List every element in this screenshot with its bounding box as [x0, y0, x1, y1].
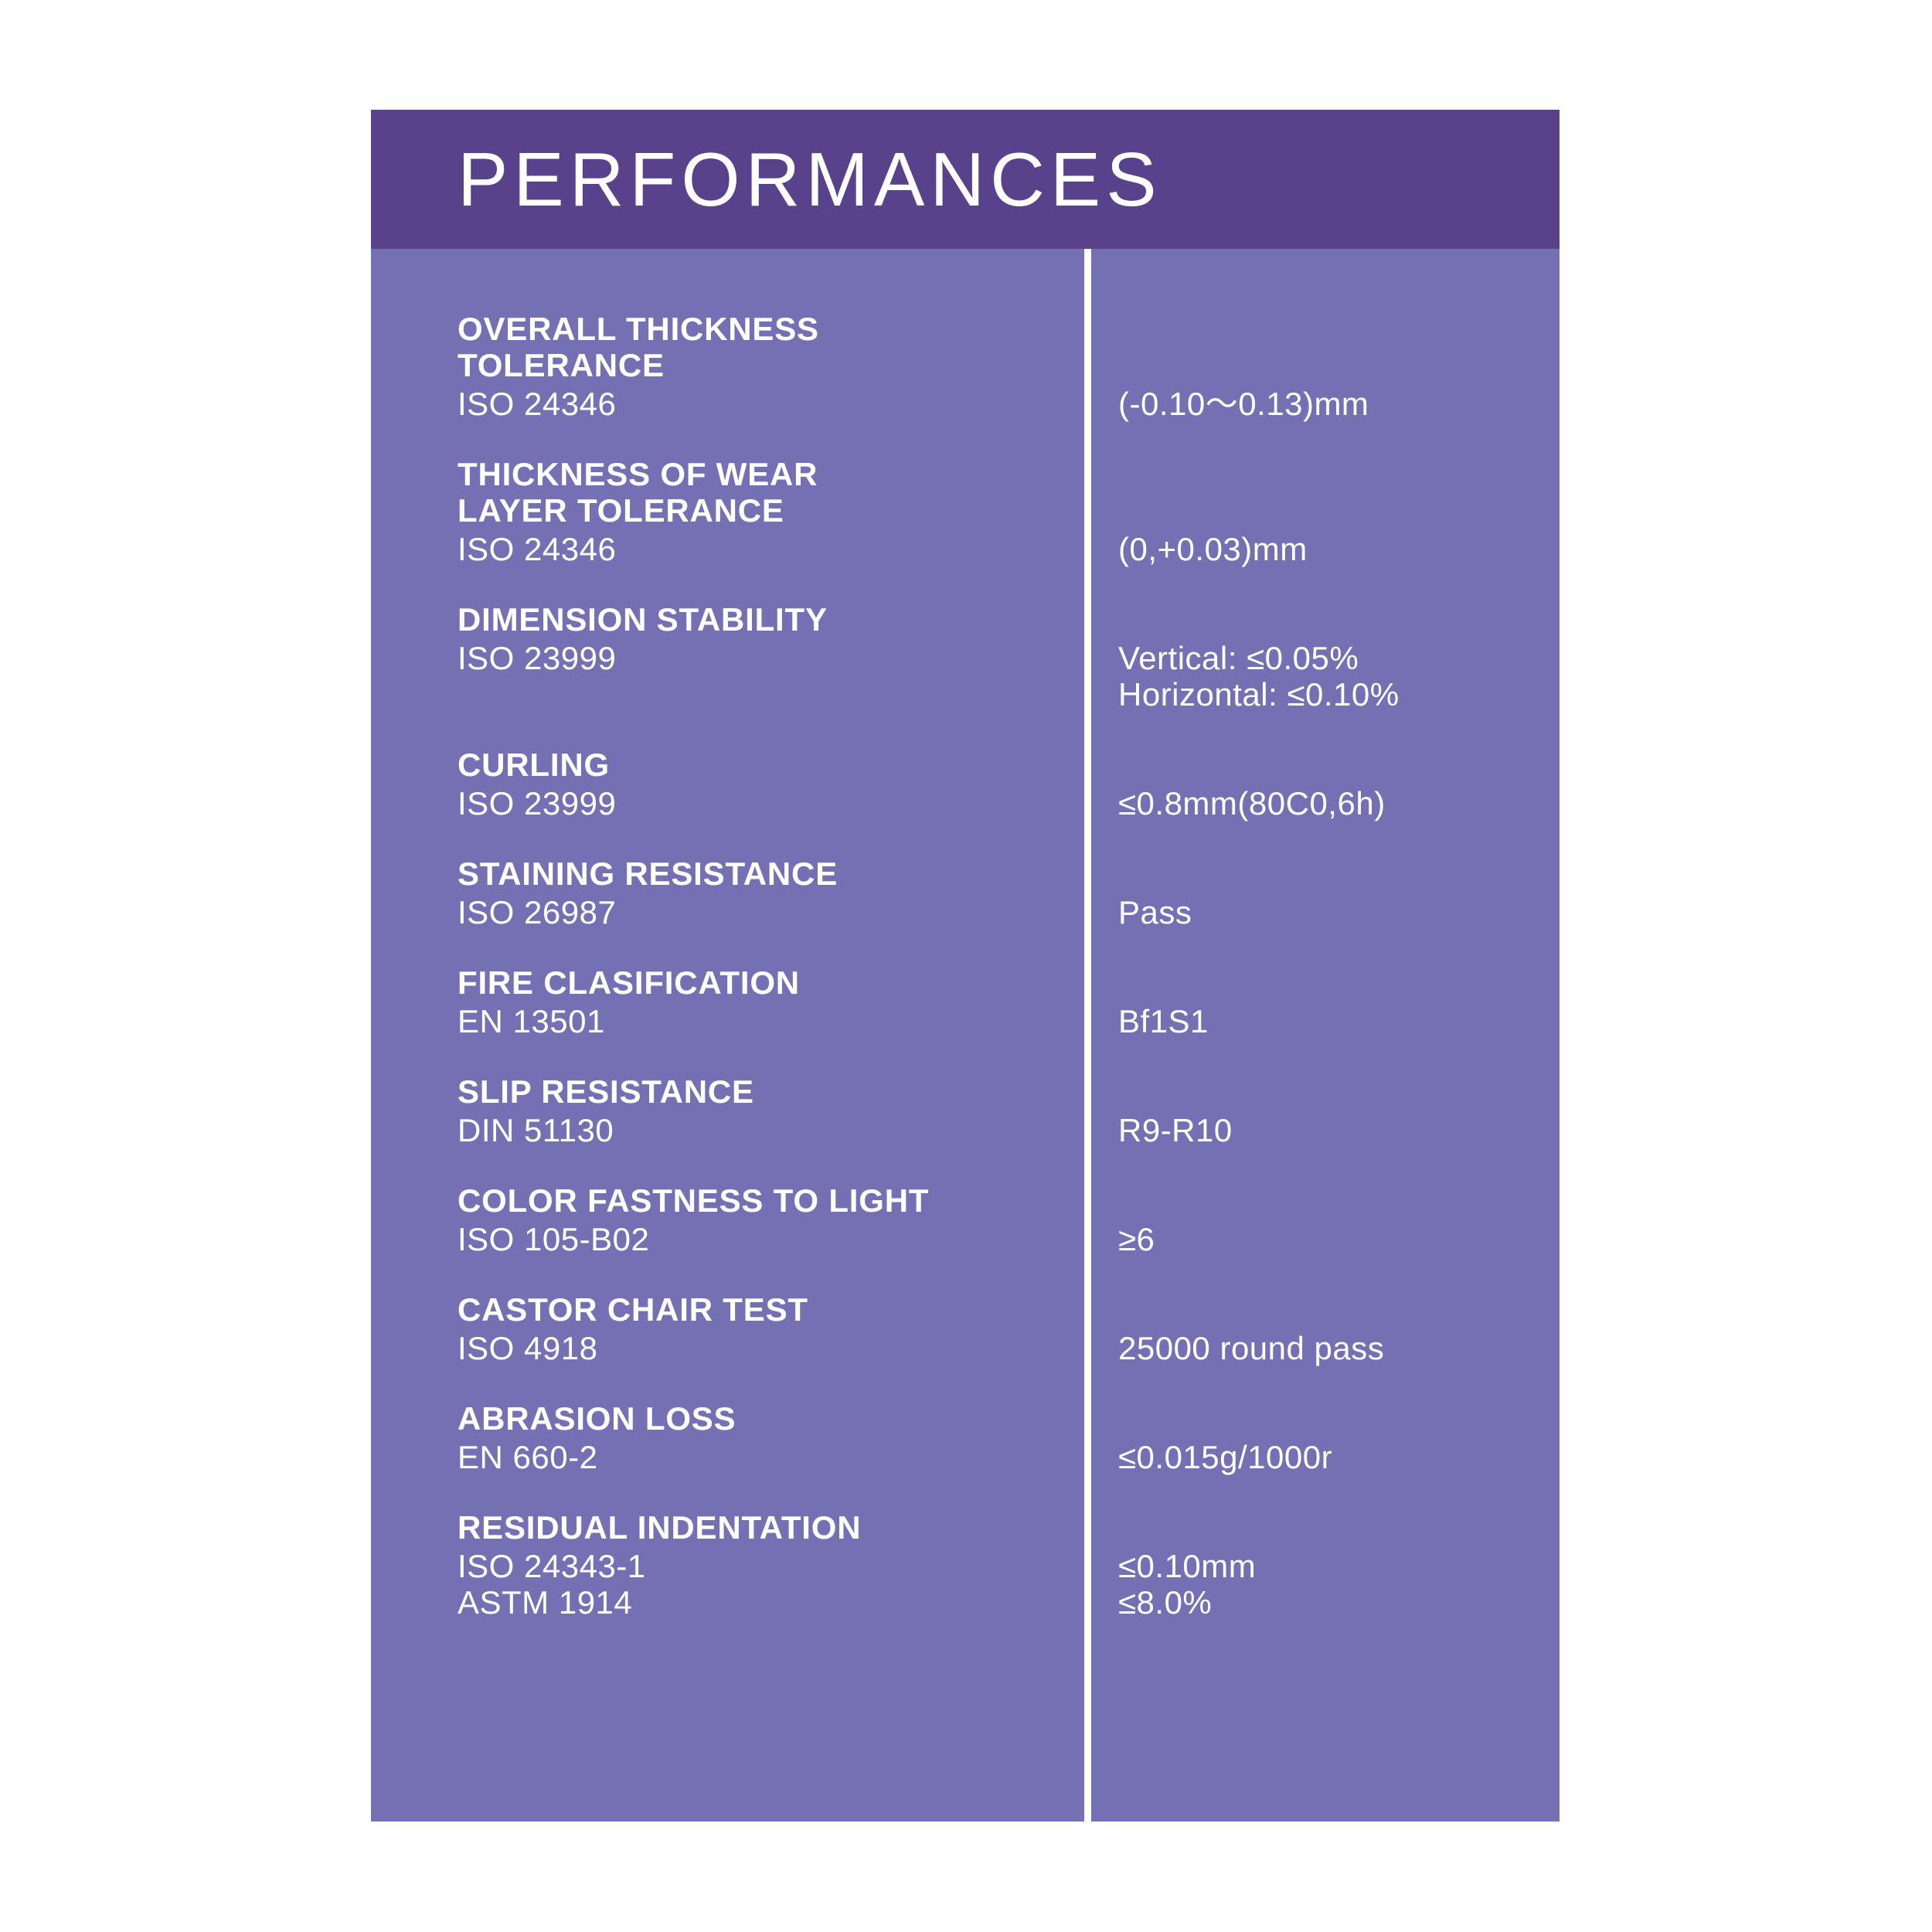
column-divider — [1084, 249, 1091, 1821]
spec-standard-line: ISO 4918 — [457, 1330, 598, 1366]
spec-title: DIMENSION STABILITY — [457, 601, 1536, 638]
spec-standard-line: ISO 23999 — [457, 640, 617, 676]
spec-standard: ISO 24346 — [457, 531, 1080, 567]
spec-title-line: TOLERANCE — [457, 347, 665, 383]
table-row-staining-resistance: STAINING RESISTANCE ISO 26987 Pass — [457, 855, 1536, 930]
spec-standard: EN 660-2 — [457, 1439, 1080, 1475]
spec-value-line: Vertical: ≤0.05% — [1118, 640, 1359, 676]
spec-pair: ISO 26987 Pass — [457, 894, 1536, 930]
spec-title-line: CURLING — [457, 747, 610, 783]
table-row-dimension-stability: DIMENSION STABILITY ISO 23999 Vertical: … — [457, 601, 1536, 713]
spec-standard: ISO 23999 — [457, 785, 1080, 821]
spec-pair: ISO 4918 25000 round pass — [457, 1330, 1536, 1366]
spec-pair: ISO 24346 (-0.10～0.13)mm — [457, 386, 1536, 422]
spec-value-line: (-0.10～0.13)mm — [1118, 386, 1369, 422]
spec-value-line: ≤8.0% — [1118, 1584, 1213, 1621]
spec-pair: EN 660-2 ≤0.015g/1000r — [457, 1439, 1536, 1475]
spec-title: RESIDUAL INDENTATION — [457, 1509, 1536, 1546]
spec-standard-line: ISO 24346 — [457, 386, 617, 422]
spec-value: ≤0.8mm(80C0,6h) — [1118, 785, 1386, 821]
spec-standard-line: ISO 24346 — [457, 531, 617, 567]
spec-standard: ISO 24343-1 ASTM 1914 — [457, 1548, 1080, 1621]
spec-title: FIRE CLASIFICATION — [457, 964, 1536, 1001]
spec-value: 25000 round pass — [1118, 1330, 1384, 1366]
spec-title: OVERALL THICKNESS TOLERANCE — [457, 311, 1536, 383]
spec-title-line: FIRE CLASIFICATION — [457, 964, 800, 1001]
table-row-curling: CURLING ISO 23999 ≤0.8mm(80C0,6h) — [457, 747, 1536, 821]
spec-pair: ISO 105-B02 ≥6 — [457, 1221, 1536, 1257]
spec-value: ≤0.015g/1000r — [1118, 1439, 1332, 1475]
spec-title-line: COLOR FASTNESS TO LIGHT — [457, 1182, 930, 1219]
spec-value: ≤0.10mm ≤8.0% — [1118, 1548, 1256, 1621]
spec-title-line: STAINING RESISTANCE — [457, 855, 838, 892]
spec-value: Pass — [1118, 894, 1192, 930]
spec-title: THICKNESS OF WEAR LAYER TOLERANCE — [457, 456, 1536, 529]
spec-standard-line: EN 660-2 — [457, 1439, 598, 1475]
spec-standard-line: ISO 105-B02 — [457, 1221, 650, 1257]
spec-value-line: ≤0.8mm(80C0,6h) — [1118, 785, 1386, 821]
spec-standard: DIN 51130 — [457, 1112, 1080, 1148]
spec-pair: ISO 23999 Vertical: ≤0.05% Horizontal: ≤… — [457, 640, 1536, 713]
table-row-slip-resistance: SLIP RESISTANCE DIN 51130 R9-R10 — [457, 1073, 1536, 1148]
table-row-abrasion-loss: ABRASION LOSS EN 660-2 ≤0.015g/1000r — [457, 1400, 1536, 1475]
spec-value-line: (0,+0.03)mm — [1118, 531, 1308, 567]
spec-pair: ISO 23999 ≤0.8mm(80C0,6h) — [457, 785, 1536, 821]
spec-value-line: ≤0.10mm — [1118, 1548, 1257, 1584]
spec-standard: ISO 4918 — [457, 1330, 1080, 1366]
spec-table: OVERALL THICKNESS TOLERANCE ISO 24346 (-… — [371, 249, 1560, 1821]
spec-standard-line: EN 13501 — [457, 1003, 605, 1039]
spec-value: R9-R10 — [1118, 1112, 1233, 1148]
spec-pair: EN 13501 Bf1S1 — [457, 1003, 1536, 1039]
spec-standard: ISO 105-B02 — [457, 1221, 1080, 1257]
spec-value: ≥6 — [1118, 1221, 1155, 1257]
spec-standard-line: DIN 51130 — [457, 1112, 614, 1148]
spec-title-line: THICKNESS OF WEAR — [457, 456, 818, 492]
spec-standard-line: ISO 24343-1 — [457, 1548, 646, 1584]
spec-value-line: Pass — [1118, 894, 1192, 930]
spec-value: Bf1S1 — [1118, 1003, 1209, 1039]
table-row-wear-layer-tolerance: THICKNESS OF WEAR LAYER TOLERANCE ISO 24… — [457, 456, 1536, 567]
spec-value-line: R9-R10 — [1118, 1112, 1233, 1148]
spec-title-line: OVERALL THICKNESS — [457, 311, 819, 347]
card-header: PERFORMANCES — [371, 110, 1560, 249]
spec-standard: EN 13501 — [457, 1003, 1080, 1039]
spec-title-line: SLIP RESISTANCE — [457, 1073, 754, 1110]
table-row-residual-indentation: RESIDUAL INDENTATION ISO 24343-1 ASTM 19… — [457, 1509, 1536, 1621]
spec-value-line: ≥6 — [1118, 1221, 1155, 1257]
spec-value-line: 25000 round pass — [1118, 1330, 1385, 1366]
spec-value: (-0.10～0.13)mm — [1118, 386, 1369, 422]
spec-pair: ISO 24343-1 ASTM 1914 ≤0.10mm ≤8.0% — [457, 1548, 1536, 1621]
spec-standard-line: ISO 26987 — [457, 894, 617, 930]
spec-value-line: Horizontal: ≤0.10% — [1118, 676, 1400, 713]
spec-value: (0,+0.03)mm — [1118, 531, 1308, 567]
spec-title-line: DIMENSION STABILITY — [457, 601, 828, 638]
spec-standard: ISO 26987 — [457, 894, 1080, 930]
spec-title-line: CASTOR CHAIR TEST — [457, 1291, 808, 1328]
spec-title: STAINING RESISTANCE — [457, 855, 1536, 892]
performance-spec-card: PERFORMANCES OVERALL THICKNESS TOLERANCE… — [371, 110, 1560, 1821]
spec-value-line: ≤0.015g/1000r — [1118, 1439, 1333, 1475]
spec-title: COLOR FASTNESS TO LIGHT — [457, 1182, 1536, 1219]
spec-title-line: LAYER TOLERANCE — [457, 492, 784, 529]
spec-standard: ISO 23999 — [457, 640, 1080, 676]
spec-standard-line: ASTM 1914 — [457, 1584, 633, 1621]
spec-title: ABRASION LOSS — [457, 1400, 1536, 1437]
table-row-castor-chair-test: CASTOR CHAIR TEST ISO 4918 25000 round p… — [457, 1291, 1536, 1366]
spec-value: Vertical: ≤0.05% Horizontal: ≤0.10% — [1118, 640, 1400, 713]
spec-pair: DIN 51130 R9-R10 — [457, 1112, 1536, 1148]
table-row-overall-thickness-tolerance: OVERALL THICKNESS TOLERANCE ISO 24346 (-… — [457, 311, 1536, 422]
spec-value-line: Bf1S1 — [1118, 1003, 1209, 1039]
page-title: PERFORMANCES — [457, 137, 1162, 222]
spec-pair: ISO 24346 (0,+0.03)mm — [457, 531, 1536, 567]
spec-title: CASTOR CHAIR TEST — [457, 1291, 1536, 1328]
spec-title: SLIP RESISTANCE — [457, 1073, 1536, 1110]
spec-standard-line: ISO 23999 — [457, 785, 617, 821]
spec-standard: ISO 24346 — [457, 386, 1080, 422]
table-row-color-fastness: COLOR FASTNESS TO LIGHT ISO 105-B02 ≥6 — [457, 1182, 1536, 1257]
spec-title-line: ABRASION LOSS — [457, 1400, 736, 1437]
spec-title: CURLING — [457, 747, 1536, 783]
spec-title-line: RESIDUAL INDENTATION — [457, 1509, 862, 1546]
table-row-fire-clasification: FIRE CLASIFICATION EN 13501 Bf1S1 — [457, 964, 1536, 1039]
